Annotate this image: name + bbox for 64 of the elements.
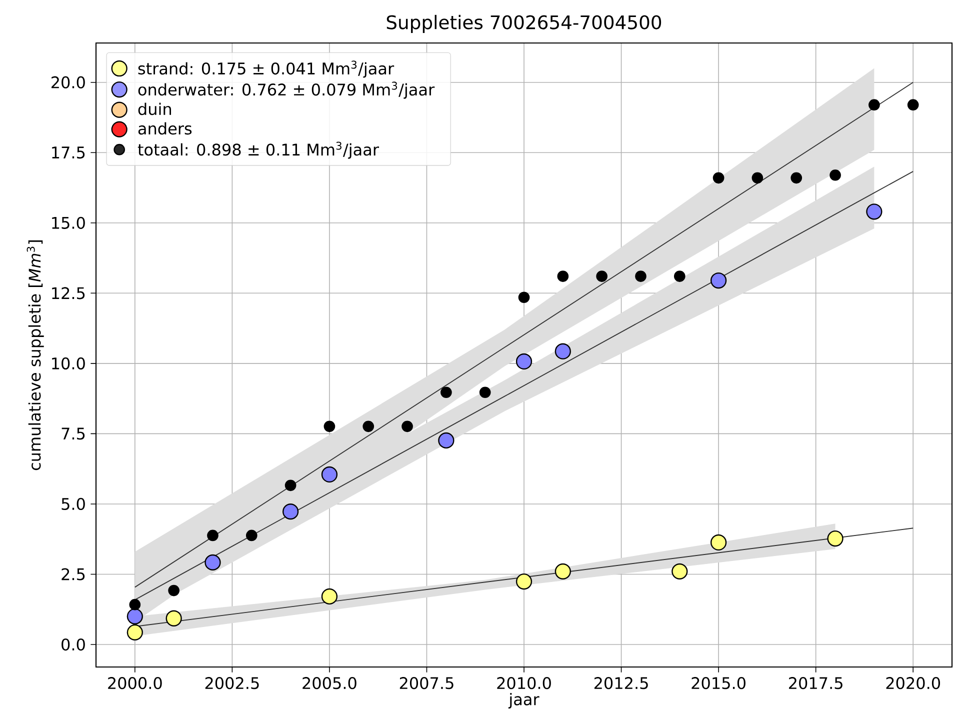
point xyxy=(282,504,299,520)
y-tick-label: 7.5 xyxy=(62,428,85,440)
x-tick-label: 2002.5 xyxy=(205,677,259,690)
x-tick-label: 2020.0 xyxy=(886,677,940,690)
point xyxy=(516,573,532,590)
point xyxy=(554,343,571,360)
x-tick-label: 2007.5 xyxy=(400,677,454,690)
y-tick-label: 20.0 xyxy=(52,76,85,88)
point xyxy=(168,584,180,596)
x-tick-label: 2010.0 xyxy=(497,677,551,690)
point xyxy=(207,530,218,542)
point xyxy=(166,610,182,626)
point xyxy=(126,608,143,624)
point xyxy=(129,598,141,610)
chart-title: Suppleties 7002654-7004500 xyxy=(386,14,662,33)
point xyxy=(907,99,919,111)
point xyxy=(866,204,882,220)
point xyxy=(674,270,686,282)
y-tick-label: 5.0 xyxy=(62,498,85,510)
point xyxy=(204,554,221,571)
point xyxy=(321,588,338,605)
point xyxy=(321,466,338,483)
point xyxy=(868,99,880,111)
point xyxy=(752,172,764,184)
point xyxy=(518,292,530,304)
legend-label: duin xyxy=(138,102,172,116)
y-tick-label: 12.5 xyxy=(52,287,85,300)
y-tick-label: 10.0 xyxy=(52,357,85,370)
point xyxy=(830,169,841,181)
x-axis-title: jaar xyxy=(508,692,540,708)
x-tick-label: 2012.5 xyxy=(594,677,648,690)
point xyxy=(557,270,569,282)
point xyxy=(440,386,452,398)
point xyxy=(712,172,724,184)
x-tick-label: 2005.0 xyxy=(302,677,356,690)
point xyxy=(479,386,491,398)
point xyxy=(672,563,688,580)
point xyxy=(362,420,374,432)
y-tick-label: 2.5 xyxy=(62,568,85,580)
legend-label: totaal: 0.898 ± 0.11 Mm$^{3}$/jaar xyxy=(138,142,380,159)
point xyxy=(246,530,258,542)
point xyxy=(402,420,413,432)
point xyxy=(554,563,571,580)
point xyxy=(126,624,143,640)
y-tick-label: 0.0 xyxy=(62,638,85,651)
point xyxy=(516,353,532,370)
legend-label: onderwater: 0.762 ± 0.079 Mm$^{3}$/jaar xyxy=(138,82,435,99)
x-tick-label: 2015.0 xyxy=(692,677,746,690)
x-tick-label: 2000.0 xyxy=(108,677,162,690)
y-tick-label: 17.5 xyxy=(52,146,85,159)
y-tick-label: 15.0 xyxy=(52,216,85,229)
point xyxy=(710,272,727,289)
legend-label: strand: 0.175 ± 0.041 Mm$^{3}$/jaar xyxy=(138,60,394,78)
y-axis-title: cumulatieve suppletie [Mm$^{3}$] xyxy=(26,240,44,470)
legend-label: anders xyxy=(138,122,192,135)
point xyxy=(324,420,336,432)
point xyxy=(438,432,454,449)
point xyxy=(827,530,844,547)
x-tick-label: 2017.5 xyxy=(789,677,842,690)
point xyxy=(596,270,608,282)
point xyxy=(790,172,802,184)
point xyxy=(710,534,727,551)
point xyxy=(284,480,296,492)
point xyxy=(635,270,646,282)
